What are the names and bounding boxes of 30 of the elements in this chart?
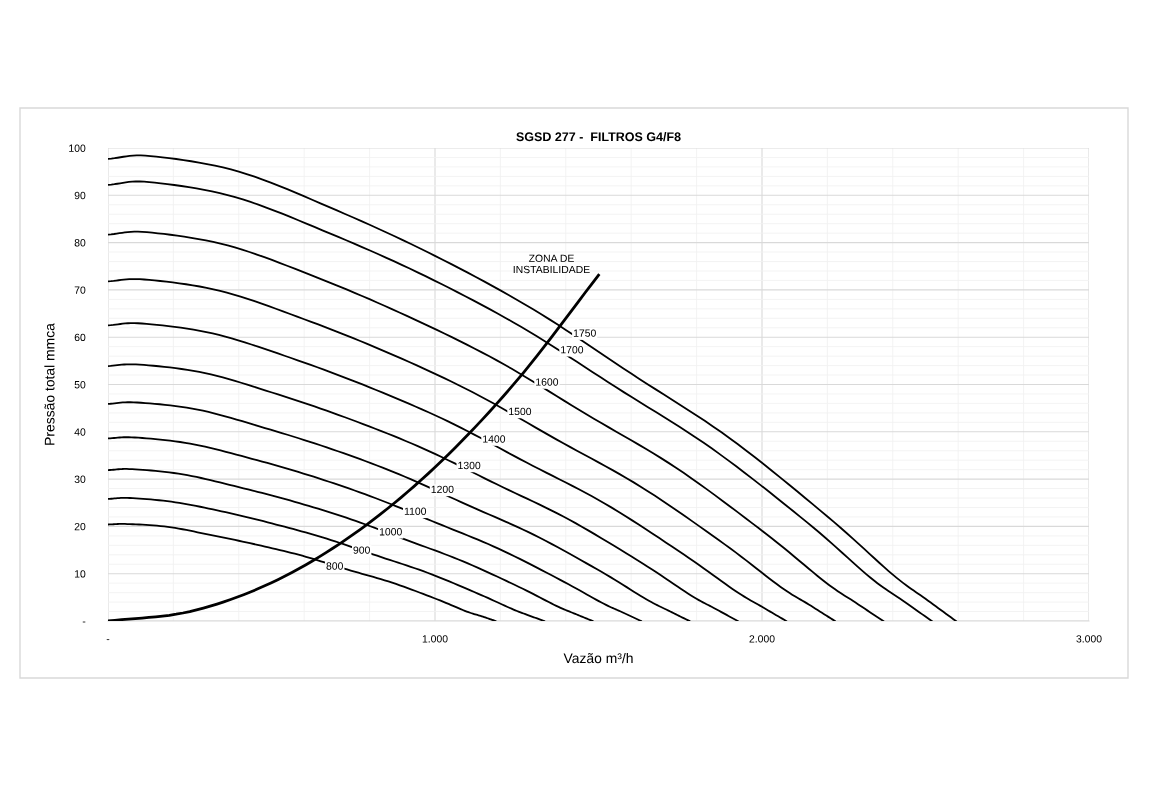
series-label: 1700 bbox=[561, 346, 584, 354]
x-tick-label: 2.000 bbox=[749, 635, 775, 643]
y-tick-label: 70 bbox=[74, 286, 86, 294]
series-label: ZONA DE INSTABILIDADE bbox=[513, 254, 590, 274]
y-tick-label: 30 bbox=[74, 475, 86, 483]
x-tick-label: - bbox=[106, 639, 110, 641]
series-label: 1200 bbox=[431, 485, 454, 494]
series-label: 1400 bbox=[483, 435, 506, 443]
x-axis-title: Vazão m³/h bbox=[563, 652, 633, 664]
y-tick-label: 80 bbox=[74, 239, 86, 247]
y-tick-label: 60 bbox=[74, 333, 86, 342]
y-tick-label: 50 bbox=[74, 381, 86, 389]
y-tick-label: 100 bbox=[69, 144, 86, 152]
y-tick-label: 20 bbox=[74, 522, 86, 531]
series-label: 1600 bbox=[536, 378, 559, 386]
series-label: 800 bbox=[326, 562, 343, 570]
y-tick-label: 10 bbox=[74, 570, 86, 578]
series-label: 1750 bbox=[573, 329, 596, 337]
series-label: 1000 bbox=[379, 528, 402, 536]
series-label: 1100 bbox=[404, 507, 427, 515]
y-axis-title: Pressão total mmca bbox=[44, 323, 55, 445]
series-label: 900 bbox=[353, 546, 370, 554]
x-tick-label: 1.000 bbox=[422, 635, 448, 643]
chart-title: SGSD 277 - FILTROS G4/F8 bbox=[516, 132, 681, 142]
series-label: 1500 bbox=[509, 407, 532, 416]
x-tick-label: 3.000 bbox=[1076, 635, 1102, 643]
y-tick-label: - bbox=[82, 621, 86, 623]
series-label: 1300 bbox=[458, 461, 481, 470]
y-tick-label: 40 bbox=[74, 428, 86, 436]
y-tick-label: 90 bbox=[74, 191, 86, 200]
